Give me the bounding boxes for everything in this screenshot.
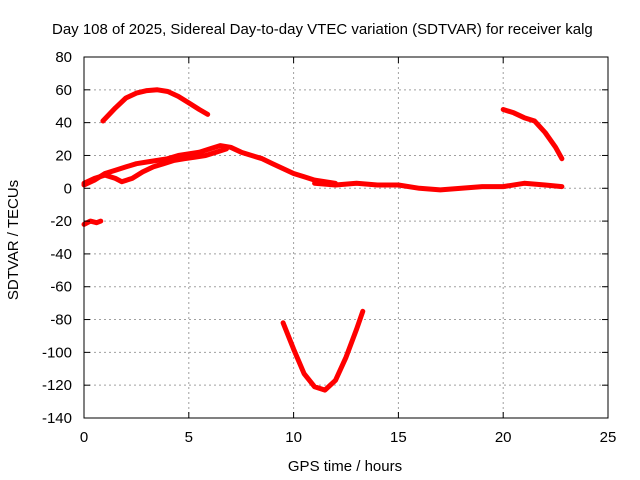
y-tick-label: 40: [55, 115, 72, 132]
y-tick-label: 60: [55, 82, 72, 99]
chart-title: Day 108 of 2025, Sidereal Day-to-day VTE…: [52, 21, 593, 38]
series-track-d-negative-short: [81, 218, 104, 227]
x-tick-label: 15: [390, 429, 407, 446]
series-track-e-near-zero: [312, 180, 565, 193]
y-tick-label: -60: [50, 279, 72, 296]
series-track-g-late-descent: [500, 107, 565, 162]
y-tick-label: -80: [50, 312, 72, 329]
x-tick-label: 5: [185, 429, 193, 446]
plot-frame: [83, 56, 609, 419]
x-tick-label: 25: [600, 429, 617, 446]
y-tick-label: 20: [55, 147, 72, 164]
y-tick-label: -100: [42, 344, 72, 361]
y-tick-label: -40: [50, 246, 72, 263]
series-track-b-main-band: [81, 143, 338, 188]
series-track-c-lower-band: [81, 146, 229, 186]
y-tick-label: 80: [55, 49, 72, 66]
y-axis-label: SDTVAR / TECUs: [5, 180, 22, 300]
x-axis-label: GPS time / hours: [288, 458, 402, 475]
y-tick-label: 0: [64, 180, 72, 197]
y-tick-label: -120: [42, 377, 72, 394]
grid: [84, 57, 608, 418]
x-tick-label: 0: [80, 429, 88, 446]
axis-ticks: 0 5 10 15 20 25 80 60 40 20 0 -20 -40 -60 -80 -100 -120 -…: [42, 49, 616, 446]
x-tick-label: 10: [285, 429, 302, 446]
series-track-f-dip: [280, 308, 366, 393]
y-tick-label: -140: [42, 410, 72, 427]
x-tick-label: 20: [495, 429, 512, 446]
series-track-a-upper-arc: [100, 87, 211, 124]
y-tick-label: -20: [50, 213, 72, 230]
data-series: [81, 87, 565, 393]
